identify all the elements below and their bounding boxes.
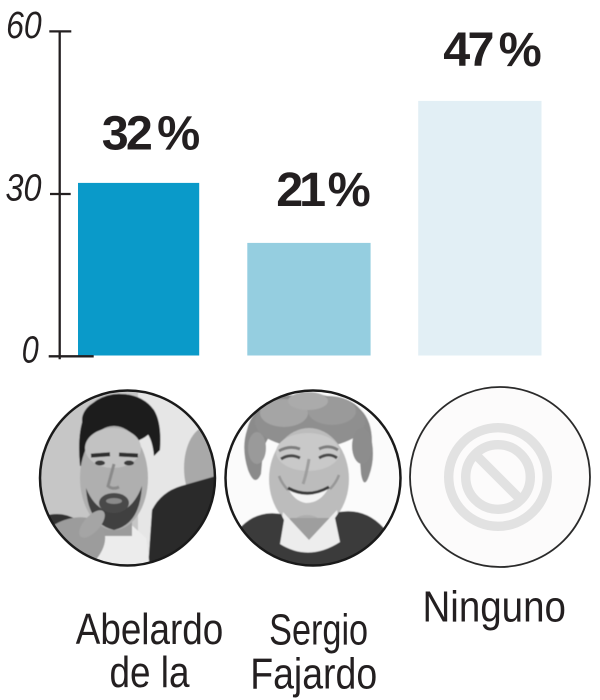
svg-text:de la: de la <box>110 648 190 697</box>
svg-text:32 %: 32 % <box>102 106 201 160</box>
svg-text:Abelardo: Abelardo <box>76 605 224 654</box>
svg-text:47 %: 47 % <box>443 23 542 77</box>
svg-text:21 %: 21 % <box>276 163 371 217</box>
svg-text:60: 60 <box>6 5 42 47</box>
svg-text:Sergio: Sergio <box>269 606 368 655</box>
svg-text:Ninguno: Ninguno <box>422 583 566 632</box>
svg-text:30: 30 <box>6 168 42 210</box>
svg-text:Fajardo: Fajardo <box>250 650 377 699</box>
svg-text:0: 0 <box>22 330 39 372</box>
